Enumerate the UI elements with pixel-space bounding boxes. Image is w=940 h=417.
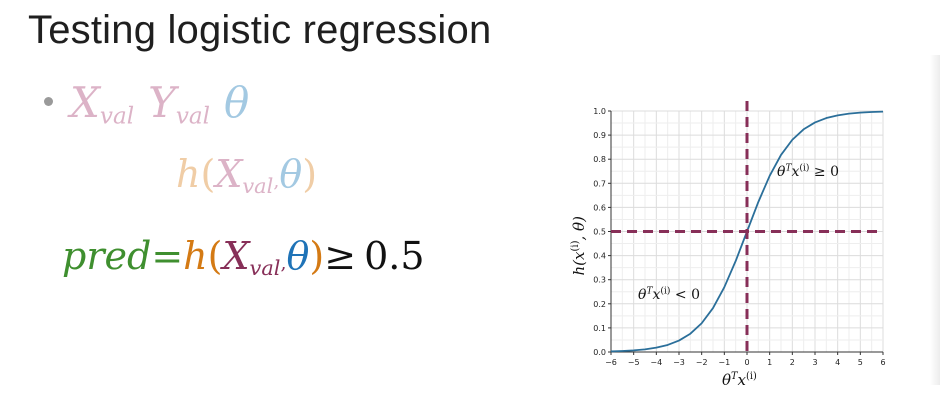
x-tick-label: −1 (718, 358, 730, 367)
geq-sign: ≥ (324, 234, 357, 278)
x-tick-label: −3 (673, 358, 685, 367)
x-tick-label: 5 (858, 358, 863, 367)
threshold-value: 0.5 (364, 234, 425, 278)
x-val-symbol: Xval (70, 78, 135, 130)
h-function: h (183, 234, 208, 278)
x-tick-label: 1 (767, 358, 772, 367)
y-tick-label: 0.0 (593, 348, 606, 357)
bullet-dot (44, 97, 53, 106)
x-tick-label: 0 (744, 358, 749, 367)
annotation-positive: θTx(i) ≥ 0 (777, 162, 839, 180)
x-tick-label: −5 (628, 358, 640, 367)
y-tick-label: 0.4 (593, 252, 606, 261)
labels: θTx(i) ≥ 0 θTx(i) < 0 θTx(i) h(x(i), θ) (570, 162, 839, 389)
x-val-symbol: Xval (215, 152, 274, 198)
threshold-lines (611, 101, 883, 352)
y-tick-label: 0.5 (593, 228, 606, 237)
y-tick-label: 0.2 (593, 300, 606, 309)
y-tick-label: 1.0 (593, 107, 606, 116)
prediction-formula: pred=h(Xval,θ)≥ 0.5 (62, 234, 425, 280)
x-tick-label: 4 (835, 358, 840, 367)
y-tick-label: 0.6 (593, 203, 606, 212)
x-tick-label: 3 (812, 358, 817, 367)
equals-sign: = (151, 234, 184, 278)
y-tick-label: 0.7 (593, 179, 606, 188)
bullet-variables: Xval Yval θ (70, 78, 249, 129)
x-tick-label: −2 (696, 358, 708, 367)
x-axis-label: θTx(i) (722, 371, 757, 389)
pred-symbol: pred (62, 234, 152, 278)
h-function: h (176, 152, 201, 196)
y-tick-label: 0.8 (593, 155, 606, 164)
sigmoid-chart: −6 −5 −4 −3 −2 −1 0 1 2 3 4 5 6 0.0 0.1 0.2 0.3 0.4 0.5 0.6… (570, 101, 886, 389)
x-tick-label: −4 (650, 358, 662, 367)
axes: −6 −5 −4 −3 −2 −1 0 1 2 3 4 5 6 0.0 0.1 0.2 0.3 0.4 0.5 0.6… (593, 107, 885, 367)
x-val-symbol: Xval (222, 234, 281, 280)
y-val-symbol: Yval (148, 78, 211, 130)
x-tick-label: 2 (790, 358, 795, 367)
slide-title: Testing logistic regression (28, 8, 492, 52)
annotation-negative: θTx(i) < 0 (638, 285, 700, 303)
slide-edge-shadow (930, 55, 940, 385)
theta-symbol: θ (286, 234, 310, 278)
y-tick-label: 0.9 (593, 131, 606, 140)
hypothesis-expression: h(Xval,θ) (176, 152, 318, 198)
theta-symbol: θ (224, 78, 250, 127)
y-tick-label: 0.1 (593, 324, 606, 333)
y-tick-label: 0.3 (593, 276, 606, 285)
x-tick-label: 6 (880, 358, 885, 367)
x-tick-label: −6 (605, 358, 617, 367)
theta-symbol: θ (279, 152, 303, 196)
y-axis-label: h(x(i), θ) (570, 216, 588, 276)
